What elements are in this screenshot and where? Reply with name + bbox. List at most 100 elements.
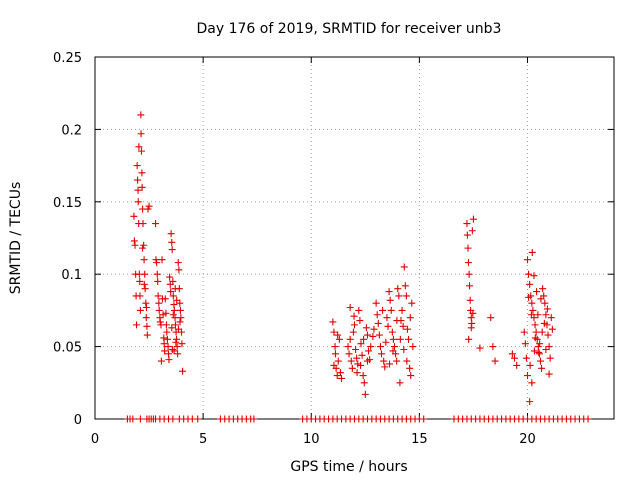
data-point — [534, 311, 542, 319]
data-point — [369, 332, 377, 340]
data-point — [161, 295, 169, 303]
data-point — [163, 335, 171, 343]
data-point — [164, 343, 172, 351]
data-point — [348, 364, 356, 372]
data-point — [464, 259, 472, 267]
data-point — [420, 415, 428, 423]
data-point — [141, 270, 149, 278]
data-point — [465, 335, 473, 343]
data-point — [172, 338, 180, 346]
data-point — [170, 347, 178, 355]
data-point — [543, 305, 551, 313]
data-point — [544, 331, 552, 339]
data-point — [468, 227, 476, 235]
data-point — [167, 230, 175, 238]
data-point — [362, 324, 370, 332]
data-point — [386, 360, 394, 368]
data-point — [250, 415, 258, 423]
data-point — [393, 317, 401, 325]
data-point — [383, 314, 391, 322]
data-point — [156, 318, 164, 326]
data-point — [356, 317, 364, 325]
data-point — [346, 335, 354, 343]
data-point — [171, 321, 179, 329]
data-point — [537, 295, 545, 303]
data-point — [347, 357, 355, 365]
data-point — [464, 244, 472, 252]
data-point — [142, 314, 150, 322]
data-point — [169, 277, 177, 285]
x-axis-label: GPS time / hours — [290, 459, 407, 475]
data-point — [360, 335, 368, 343]
data-point — [525, 293, 533, 301]
data-point — [527, 311, 535, 319]
data-point — [376, 343, 384, 351]
grid-lines — [95, 57, 614, 419]
data-point — [152, 256, 160, 264]
data-point — [139, 244, 147, 252]
data-point — [134, 186, 142, 194]
data-point — [546, 354, 554, 362]
data-point — [394, 285, 402, 293]
data-point — [175, 266, 183, 274]
y-tick-label: 0 — [74, 413, 82, 428]
data-point — [384, 322, 392, 330]
data-point — [528, 299, 536, 307]
data-point — [391, 343, 399, 351]
data-point — [165, 356, 173, 364]
data-point — [526, 398, 534, 406]
data-point — [535, 350, 543, 358]
data-point — [138, 183, 146, 191]
data-point — [331, 350, 339, 358]
data-point — [511, 354, 519, 362]
data-point — [330, 361, 338, 369]
data-point — [163, 328, 171, 336]
data-point — [395, 292, 403, 300]
x-tick-label: 20 — [519, 432, 536, 447]
data-point — [171, 314, 179, 322]
data-point — [136, 415, 144, 423]
data-point — [350, 312, 358, 320]
data-point — [160, 340, 168, 348]
data-point — [136, 306, 144, 314]
data-point — [525, 270, 533, 278]
data-point — [524, 256, 531, 264]
data-point — [401, 282, 409, 290]
data-point — [402, 292, 410, 300]
data-point — [351, 321, 358, 329]
data-point — [476, 344, 484, 352]
data-point — [336, 369, 344, 377]
data-point — [530, 272, 538, 280]
data-point — [162, 309, 170, 317]
data-point — [157, 357, 165, 365]
data-point — [386, 296, 394, 304]
y-tick-label: 0.2 — [61, 123, 82, 138]
data-point — [374, 319, 382, 327]
data-point — [489, 343, 497, 351]
data-point — [406, 314, 414, 322]
data-point — [408, 299, 416, 307]
data-point — [466, 296, 474, 304]
data-point — [352, 345, 360, 353]
data-point — [381, 363, 389, 371]
data-point — [131, 241, 139, 249]
x-tick-label: 10 — [303, 432, 320, 447]
data-point — [359, 372, 367, 380]
data-point — [373, 311, 381, 319]
data-point — [521, 340, 529, 348]
data-point — [389, 335, 397, 343]
y-tick-label: 0.15 — [53, 196, 82, 211]
data-point — [396, 335, 404, 343]
data-point — [463, 231, 471, 239]
data-point — [535, 348, 543, 356]
data-point — [584, 415, 592, 423]
data-point — [406, 364, 414, 372]
y-tick-label: 0.25 — [53, 51, 82, 66]
data-point — [129, 415, 137, 423]
data-point — [403, 325, 411, 333]
data-point — [344, 343, 352, 351]
data-point — [469, 215, 477, 223]
data-point — [379, 306, 387, 314]
data-point — [152, 220, 160, 228]
data-point — [153, 270, 161, 278]
